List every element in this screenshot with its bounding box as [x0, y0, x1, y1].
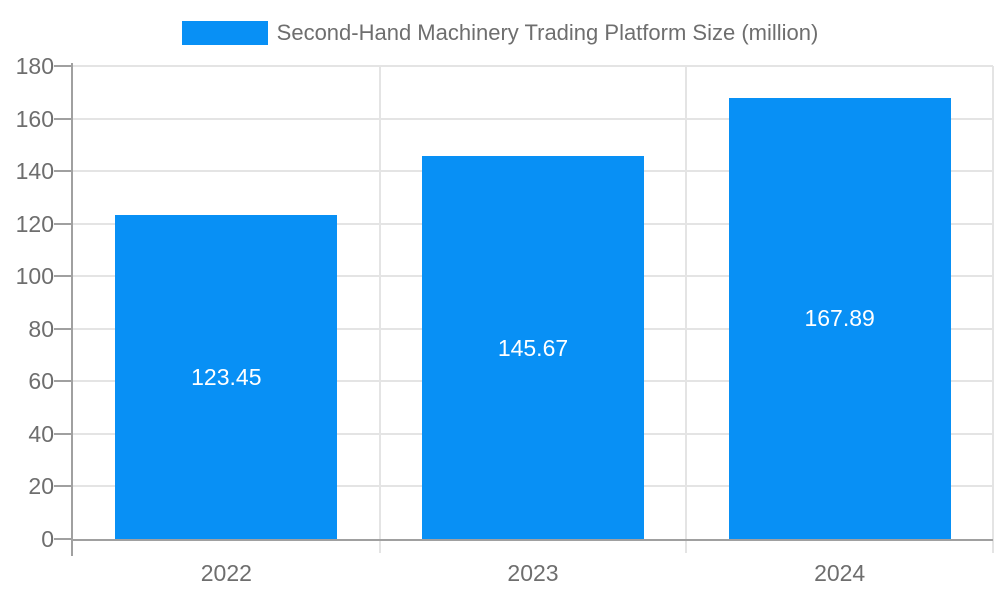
- y-tick-label: 180: [15, 53, 54, 79]
- bar[interactable]: [728, 97, 951, 539]
- y-axis-tick-mark: [54, 117, 73, 120]
- bar[interactable]: [115, 214, 338, 539]
- bar-value-label: 123.45: [191, 363, 262, 390]
- bar-value-label: 145.67: [497, 334, 569, 361]
- y-axis-line: [71, 63, 73, 556]
- y-tick-label: 100: [15, 263, 54, 290]
- y-tick-label: 80: [28, 315, 54, 342]
- bar-value-label: 167.89: [804, 305, 875, 332]
- y-axis-tick-mark: [54, 432, 73, 435]
- y-tick-label: 40: [28, 420, 54, 447]
- y-tick-label: 20: [28, 473, 54, 500]
- y-axis-tick-mark: [54, 380, 73, 383]
- y-axis-tick-mark: [54, 485, 73, 488]
- y-tick-label: 120: [15, 210, 54, 237]
- y-tick-label: 160: [15, 105, 54, 132]
- y-axis-tick-mark: [54, 65, 73, 67]
- category-boundary-line: [685, 66, 688, 553]
- y-tick-label: 140: [15, 158, 54, 185]
- legend[interactable]: Second-Hand Machinery Trading Platform S…: [0, 21, 1000, 45]
- category-boundary-line: [378, 66, 381, 553]
- y-axis-tick-mark: [54, 538, 73, 540]
- y-tick-label: 60: [28, 368, 54, 395]
- y-axis-tick-mark: [54, 327, 73, 330]
- y-axis-tick-mark: [54, 275, 73, 278]
- category-boundary-line: [992, 66, 994, 553]
- x-tick-label: 2023: [507, 560, 559, 586]
- x-axis-line: [73, 539, 993, 541]
- plot-area: 0 20 40 60 80 100 120 140 160 180 123.45 2022 145.67…: [16, 53, 994, 586]
- y-tick-label: 0: [41, 526, 54, 552]
- x-tick-label: 2022: [200, 560, 252, 586]
- legend-swatch-icon: [181, 21, 268, 45]
- y-axis-tick-mark: [54, 222, 73, 225]
- gridline-horizontal: [73, 65, 993, 67]
- y-axis-tick-mark: [54, 170, 73, 173]
- gridline-horizontal: [73, 117, 993, 120]
- bar[interactable]: [422, 156, 644, 539]
- x-tick-label: 2024: [814, 560, 866, 586]
- legend-label: Second-Hand Machinery Trading Platform S…: [276, 20, 819, 45]
